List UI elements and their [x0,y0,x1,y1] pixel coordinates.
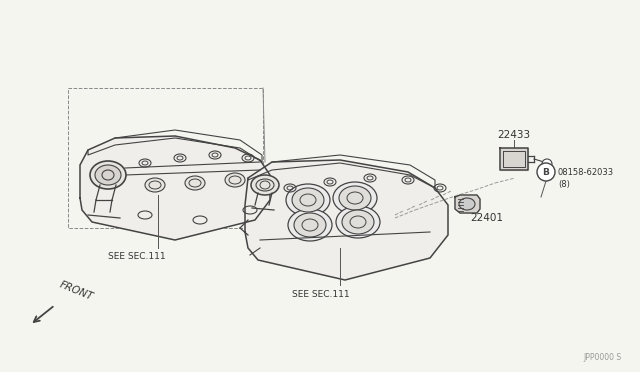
Ellipse shape [292,188,324,212]
Ellipse shape [339,186,371,210]
Ellipse shape [251,175,279,195]
Ellipse shape [342,210,374,234]
Ellipse shape [294,213,326,237]
Ellipse shape [185,176,205,190]
Polygon shape [245,160,448,280]
Ellipse shape [286,184,330,216]
Ellipse shape [288,209,332,241]
Ellipse shape [336,206,380,238]
Text: 22401: 22401 [470,213,503,223]
Ellipse shape [145,178,165,192]
Text: B: B [543,167,549,176]
Text: SEE SEC.111: SEE SEC.111 [292,290,349,299]
Polygon shape [455,195,480,213]
Text: 08158-62033
(8): 08158-62033 (8) [558,168,614,189]
Ellipse shape [225,173,245,187]
Ellipse shape [542,159,552,169]
Text: 22433: 22433 [497,130,531,140]
Text: SEE SEC.111: SEE SEC.111 [108,252,166,261]
Bar [68,88,263,228]
Polygon shape [500,148,528,170]
Ellipse shape [459,198,475,210]
Text: JPP0000 S: JPP0000 S [584,353,622,362]
Ellipse shape [90,161,126,189]
Circle shape [537,163,555,181]
Ellipse shape [333,182,377,214]
Ellipse shape [95,165,121,185]
Polygon shape [80,136,270,240]
Text: FRONT: FRONT [58,279,95,302]
